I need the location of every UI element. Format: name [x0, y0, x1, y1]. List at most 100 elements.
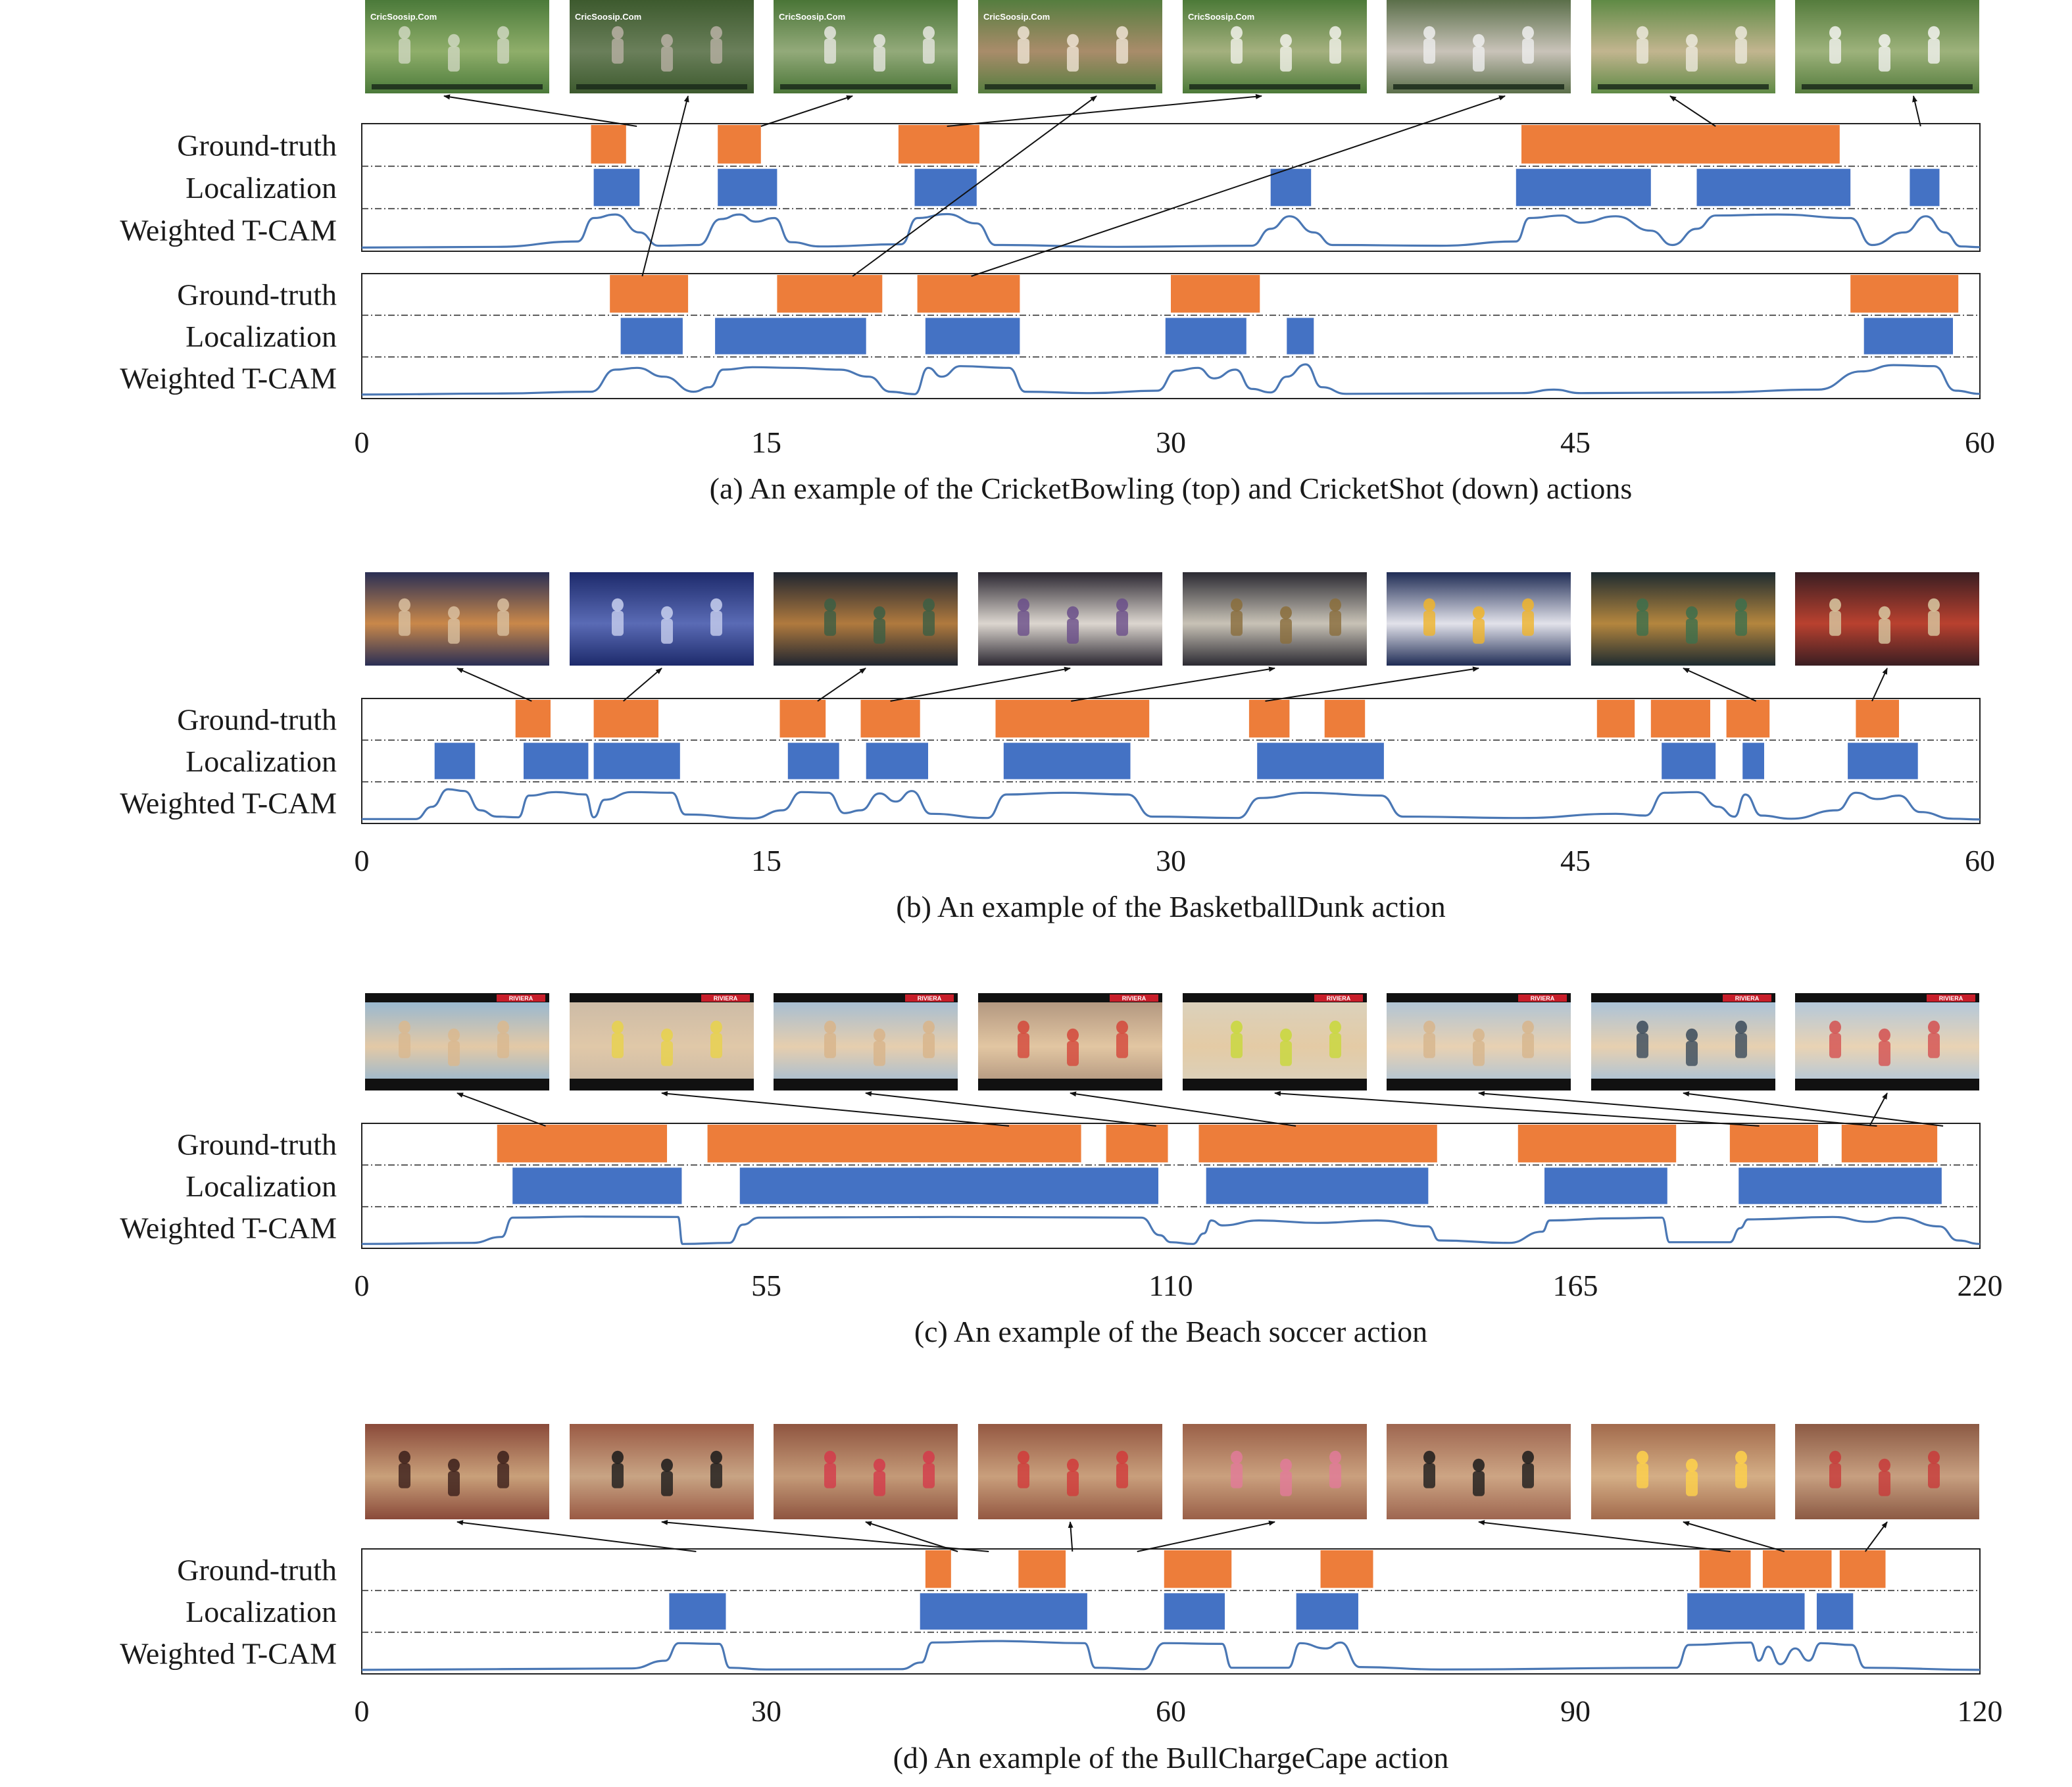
localization-segment — [787, 743, 839, 779]
ground-truth-segment — [779, 700, 826, 738]
frame-arrow — [1683, 668, 1757, 702]
ground-truth-segment — [1726, 700, 1770, 738]
localization-segment — [1742, 743, 1764, 779]
thumbnail-a-5: CricSoosip.Com — [1183, 0, 1367, 93]
ground-truth-segment — [718, 125, 761, 164]
localization-segment — [1848, 743, 1918, 779]
thumbnail-b-2 — [570, 572, 754, 666]
frame-arrow — [443, 94, 637, 127]
x-tick-label: 15 — [751, 844, 781, 877]
localization-segment — [524, 743, 589, 779]
thumbnail-d-6 — [1387, 1424, 1571, 1519]
x-tick-label: 0 — [355, 1694, 370, 1728]
frame-arrow — [1478, 1090, 1877, 1127]
panel-d: Ground-truth Localization Weighted T-CAM 0 3… — [120, 1424, 2003, 1775]
arrows-a — [443, 93, 1921, 277]
watermark-text: RIVIERA — [918, 995, 942, 1002]
frame-arrow — [1274, 1090, 1760, 1127]
basketball-frame-icon — [1591, 572, 1775, 666]
ground-truth-segment — [1839, 1550, 1886, 1588]
track-a-2: Ground-truth Localization Weighted T-CAM — [120, 273, 1981, 399]
thumbnail-c-8: RIVIERA — [1795, 993, 1979, 1090]
x-tick-label: 30 — [751, 1694, 781, 1728]
thumbnail-b-5 — [1183, 572, 1367, 666]
row-label-localization: Localization — [185, 171, 337, 205]
watermark-text: CricSoosip.Com — [370, 12, 437, 22]
ground-truth-segment — [1762, 1550, 1832, 1588]
panel-caption: (b) An example of the BasketballDunk act… — [896, 890, 1445, 923]
bullfight-frame-icon — [1591, 1424, 1775, 1519]
x-tick-label: 90 — [1560, 1694, 1591, 1728]
watermark-text: RIVIERA — [1939, 995, 1963, 1002]
row-label-localization: Localization — [185, 745, 337, 778]
ground-truth-segment — [1517, 1125, 1677, 1163]
watermark-text: CricSoosip.Com — [983, 12, 1050, 22]
localization-segment — [1164, 1593, 1225, 1630]
panel-caption: (a) An example of the CricketBowling (to… — [710, 472, 1633, 505]
localization-segment — [1003, 743, 1131, 779]
localization-segment — [593, 168, 640, 207]
track-a-1: Ground-truth Localization Weighted T-CAM — [120, 123, 1981, 252]
watermark-text: RIVIERA — [1122, 995, 1147, 1002]
frame-arrow — [456, 1092, 546, 1127]
ground-truth-segment — [497, 1125, 668, 1163]
row-label-ground-truth: Ground-truth — [177, 128, 337, 162]
arrows-c — [456, 1090, 1944, 1127]
localization-segment — [914, 168, 977, 207]
ground-truth-segment — [1596, 700, 1635, 738]
frame-arrow — [817, 668, 866, 702]
frame-arrow — [456, 1520, 697, 1552]
beach-soccer-frame-icon — [570, 993, 754, 1090]
frame-arrow — [1137, 1520, 1275, 1552]
row-label-tcam: Weighted T-CAM — [120, 786, 337, 820]
row-label-tcam: Weighted T-CAM — [120, 1211, 337, 1244]
thumbnail-a-2: CricSoosip.Com — [570, 0, 754, 93]
frame-arrow — [971, 95, 1506, 277]
x-tick-label: 45 — [1560, 844, 1591, 877]
ground-truth-segment — [777, 275, 883, 313]
ground-truth-segment — [1018, 1550, 1066, 1588]
x-tick-label: 60 — [1965, 426, 1995, 459]
thumbnail-b-1 — [365, 572, 549, 666]
frame-arrow — [760, 95, 853, 127]
row-label-tcam: Weighted T-CAM — [120, 361, 337, 395]
frame-arrow — [1070, 1091, 1296, 1127]
x-tick-label: 60 — [1965, 844, 1995, 877]
localization-segment — [1696, 168, 1851, 207]
localization-segment — [739, 1167, 1158, 1204]
ground-truth-segment — [995, 700, 1150, 738]
row-label-ground-truth: Ground-truth — [177, 703, 337, 737]
localization-segment — [920, 1593, 1087, 1630]
track-c-1: Ground-truth Localization Weighted T-CAM — [120, 1123, 1981, 1249]
thumbnail-c-7: RIVIERA — [1591, 993, 1775, 1090]
thumbnail-d-7 — [1591, 1424, 1775, 1519]
ground-truth-segment — [1164, 1550, 1232, 1588]
arrows-b — [456, 666, 1888, 702]
ground-truth-segment — [610, 275, 689, 313]
frame-arrow — [1068, 1521, 1073, 1552]
localization-segment — [1287, 318, 1314, 355]
thumbnail-c-3: RIVIERA — [774, 993, 958, 1090]
localization-segment — [1910, 168, 1940, 207]
ground-truth-segment — [898, 125, 979, 164]
x-tick-label: 55 — [751, 1269, 781, 1302]
frame-arrow — [1912, 95, 1921, 127]
watermark-text: CricSoosip.Com — [575, 12, 641, 22]
thumbnail-a-8 — [1795, 0, 1979, 93]
arrows-d — [456, 1519, 1888, 1552]
ground-truth-segment — [1850, 275, 1959, 313]
localization-segment — [1206, 1167, 1429, 1204]
frame-arrow — [661, 1090, 1010, 1127]
frame-arrow — [890, 666, 1071, 702]
x-tick-label: 165 — [1553, 1269, 1598, 1302]
frame-arrow — [1871, 668, 1888, 702]
x-tick-label: 30 — [1156, 426, 1186, 459]
thumbnail-d-2 — [570, 1424, 754, 1519]
frame-arrow — [1869, 1092, 1888, 1127]
watermark-text: RIVIERA — [509, 995, 533, 1002]
ground-truth-segment — [707, 1125, 1081, 1163]
localization-segment — [1165, 318, 1246, 355]
localization-segment — [669, 1593, 726, 1630]
panel-caption: (d) An example of the BullChargeCape act… — [893, 1741, 1449, 1775]
frame-arrow — [865, 1091, 1156, 1127]
